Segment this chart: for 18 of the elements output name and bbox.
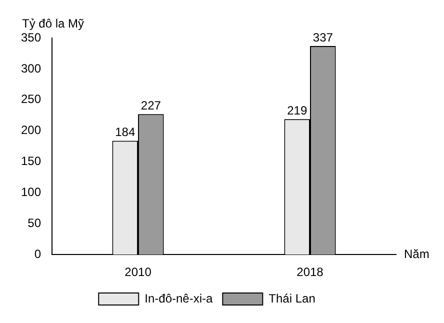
x-tick-label: 2018 [296, 265, 324, 280]
y-tick-label: 350 [20, 30, 42, 44]
legend-label: In-đô-nê-xi-a [144, 291, 213, 306]
y-tick-label: 0 [34, 246, 42, 261]
y-tick-label: 50 [28, 216, 42, 230]
y-tick-label: 150 [20, 154, 42, 168]
data-label: 227 [140, 98, 162, 112]
legend-label: Thái Lan [268, 291, 316, 306]
x-axis-title: Năm [404, 246, 430, 261]
data-label: 184 [115, 125, 136, 140]
y-tick-label: 300 [20, 61, 42, 76]
y-tick-label: 100 [20, 185, 42, 200]
y-axis-title: Tỷ đô la Mỹ [22, 16, 84, 30]
y-tick-label: 200 [20, 123, 42, 138]
y-tick-label: 250 [20, 92, 42, 106]
x-tick-label: 2010 [124, 265, 152, 280]
data-label: 219 [287, 103, 308, 118]
data-label: 337 [312, 30, 334, 44]
